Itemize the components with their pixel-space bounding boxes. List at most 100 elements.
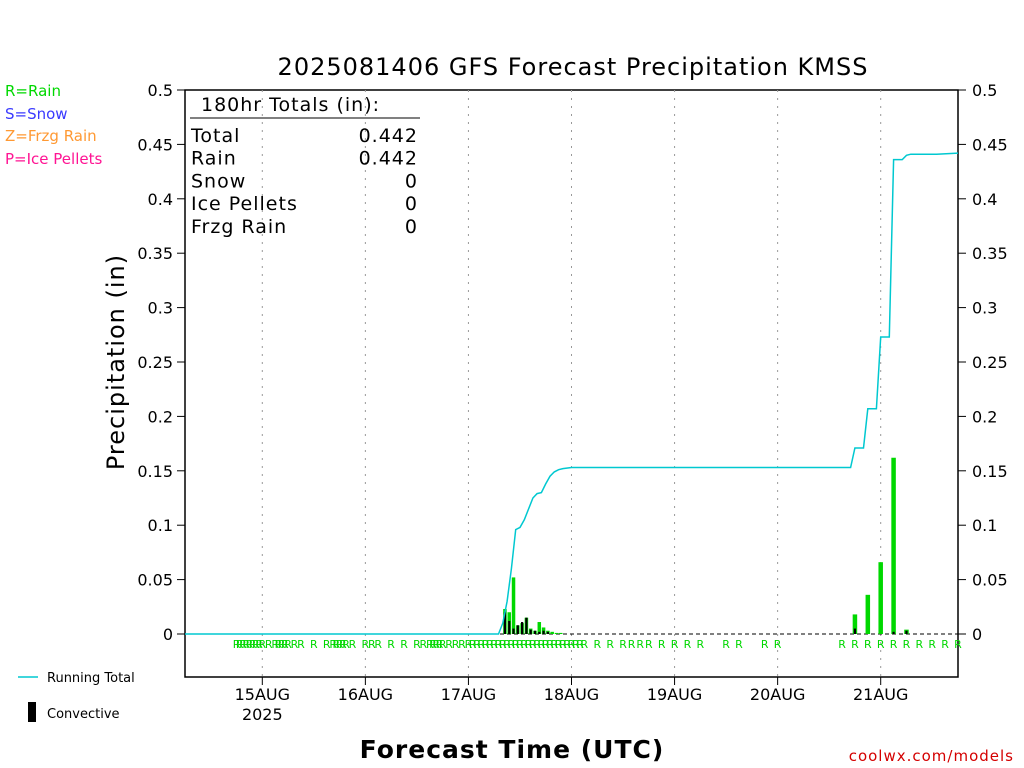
x-tick-label: 17AUG [441, 685, 496, 704]
tick-layer: 0 00.05 0.050.1 0.10.15 0.150.2 0.20.25 0.250.… [137, 81, 1007, 724]
x-tick-label: 15AUG [235, 685, 290, 704]
watermark: coolwx.com/models [849, 747, 1014, 765]
chart-title: 2025081406 GFS Forecast Precipitation KM… [278, 53, 869, 81]
ptype-marker-rain: R [284, 638, 292, 651]
convective-bar [512, 628, 515, 634]
ptype-marker-rain: R [576, 638, 584, 651]
x-axis-label: Forecast Time (UTC) [360, 735, 665, 764]
precip-bar [511, 577, 516, 634]
ptype-marker-rain: R [628, 638, 636, 651]
precip-bar [852, 614, 858, 634]
ptype-marker-rain: R [563, 638, 571, 651]
y-tick-label-left: 0.2 [148, 407, 173, 426]
convective-bar [905, 630, 908, 634]
ptype-marker-rain: R [436, 638, 444, 651]
totals-title: 180hr Totals (in): [201, 94, 380, 116]
ptype-marker-rain: R [508, 638, 516, 651]
ptype-marker-rain: R [252, 638, 260, 651]
ptype-marker-rain: R [499, 638, 507, 651]
ptype-marker-rain: R [516, 638, 524, 651]
ptype-marker-rain: R [529, 638, 537, 651]
convective-bar [892, 631, 895, 634]
y-tick-label-right: 0.45 [972, 135, 1008, 154]
ptype-marker-rain: R [233, 638, 241, 651]
legend-rain: R=Rain [5, 82, 61, 100]
ptype-marker-rain: R [362, 638, 370, 651]
ptype-marker-rain: R [281, 638, 289, 651]
ptype-marker-rain: R [619, 638, 627, 651]
ptype-marker-rain: R [774, 638, 782, 651]
x-tick-label: 19AUG [647, 685, 702, 704]
ptype-marker-rain: R [469, 638, 477, 651]
ptype-marker-rain: R [593, 638, 601, 651]
ptype-marker-rain: R [342, 638, 350, 651]
convective-bar [546, 631, 549, 634]
ptype-marker-rain: R [275, 638, 283, 651]
ptype-marker-rain: R [265, 638, 273, 651]
ptype-marker-rain: R [400, 638, 408, 651]
y-tick-label-left: 0 [163, 625, 173, 644]
ptype-marker-rain: R [452, 638, 460, 651]
totals-row-value: 0 [405, 193, 418, 215]
ptype-marker-rain: R [445, 638, 453, 651]
ptype-marker-rain: R [533, 638, 541, 651]
y-tick-label-left: 0.05 [137, 571, 173, 590]
convective-bar [538, 631, 541, 634]
grid-layer [185, 90, 958, 677]
ptype-marker-rain: R [429, 638, 437, 651]
ptype-marker-rain: R [477, 638, 485, 651]
ptype-marker-rain: R [482, 638, 490, 651]
y-tick-label-left: 0.5 [148, 81, 173, 100]
ptype-marker-rain: R [568, 638, 576, 651]
precip-bar [891, 457, 896, 634]
legend-running-total: Running Total [47, 671, 135, 686]
legend-frzg-rain: Z=Frzg Rain [5, 127, 97, 145]
ptype-marker-rain: R [291, 638, 299, 651]
precip-bar [554, 632, 559, 634]
y-tick-label-right: 0.35 [972, 244, 1008, 263]
y-tick-label-left: 0.35 [137, 244, 173, 263]
ptype-marker-rain: R [439, 638, 447, 651]
totals-row-value: 0.442 [359, 148, 418, 170]
ptype-marker-rain: R [278, 638, 286, 651]
ptype-marker-rain: R [555, 638, 563, 651]
bar-layer [503, 457, 909, 634]
convective-bar [508, 620, 511, 634]
x-tick-label: 18AUG [544, 685, 599, 704]
convective-bar [521, 622, 524, 634]
ptype-marker-rain: R [413, 638, 421, 651]
convective-bar [529, 629, 532, 634]
ptype-marker-rain: R [559, 638, 567, 651]
ptype-marker-rain: R [271, 638, 279, 651]
ptype-marker-rain: R [490, 638, 498, 651]
ptype-marker-rain: R [538, 638, 546, 651]
y-tick-label-left: 0.15 [137, 462, 173, 481]
ptype-marker-rain: R [258, 638, 266, 651]
y-tick-label-right: 0.15 [972, 462, 1008, 481]
ptype-marker-rain: R [636, 638, 644, 651]
ptype-marker-rain: R [465, 638, 473, 651]
ptype-marker-rain: R [368, 638, 376, 651]
x-tick-label: 16AUG [338, 685, 393, 704]
ptype-marker-rain: R [236, 638, 244, 651]
y-axis-label: Precipitation (in) [102, 254, 130, 470]
ptype-marker-rain: R [864, 638, 872, 651]
ptype-marker-rain: R [684, 638, 692, 651]
ptype-marker-rain: R [572, 638, 580, 651]
ptype-marker-rain: R [249, 638, 257, 651]
ptype-marker-rain: R [420, 638, 428, 651]
totals-row-value: 0 [405, 170, 418, 192]
y-tick-label-right: 0 [972, 625, 982, 644]
y-tick-label-left: 0.45 [137, 135, 173, 154]
ptype-marker-rain: R [550, 638, 558, 651]
x-tick-label: 21AUG [853, 685, 908, 704]
ptype-marker-rain: R [954, 638, 962, 651]
totals-row-label: Total [190, 125, 240, 147]
y-tick-label-right: 0.5 [972, 81, 997, 100]
precip-bar [550, 631, 554, 634]
ptype-marker-rain: R [890, 638, 898, 651]
y-tick-label-right: 0.25 [972, 353, 1008, 372]
ptype-marker-rain: R [671, 638, 679, 651]
ptype-marker-rain: R [877, 638, 885, 651]
ptype-marker-rain: R [606, 638, 614, 651]
